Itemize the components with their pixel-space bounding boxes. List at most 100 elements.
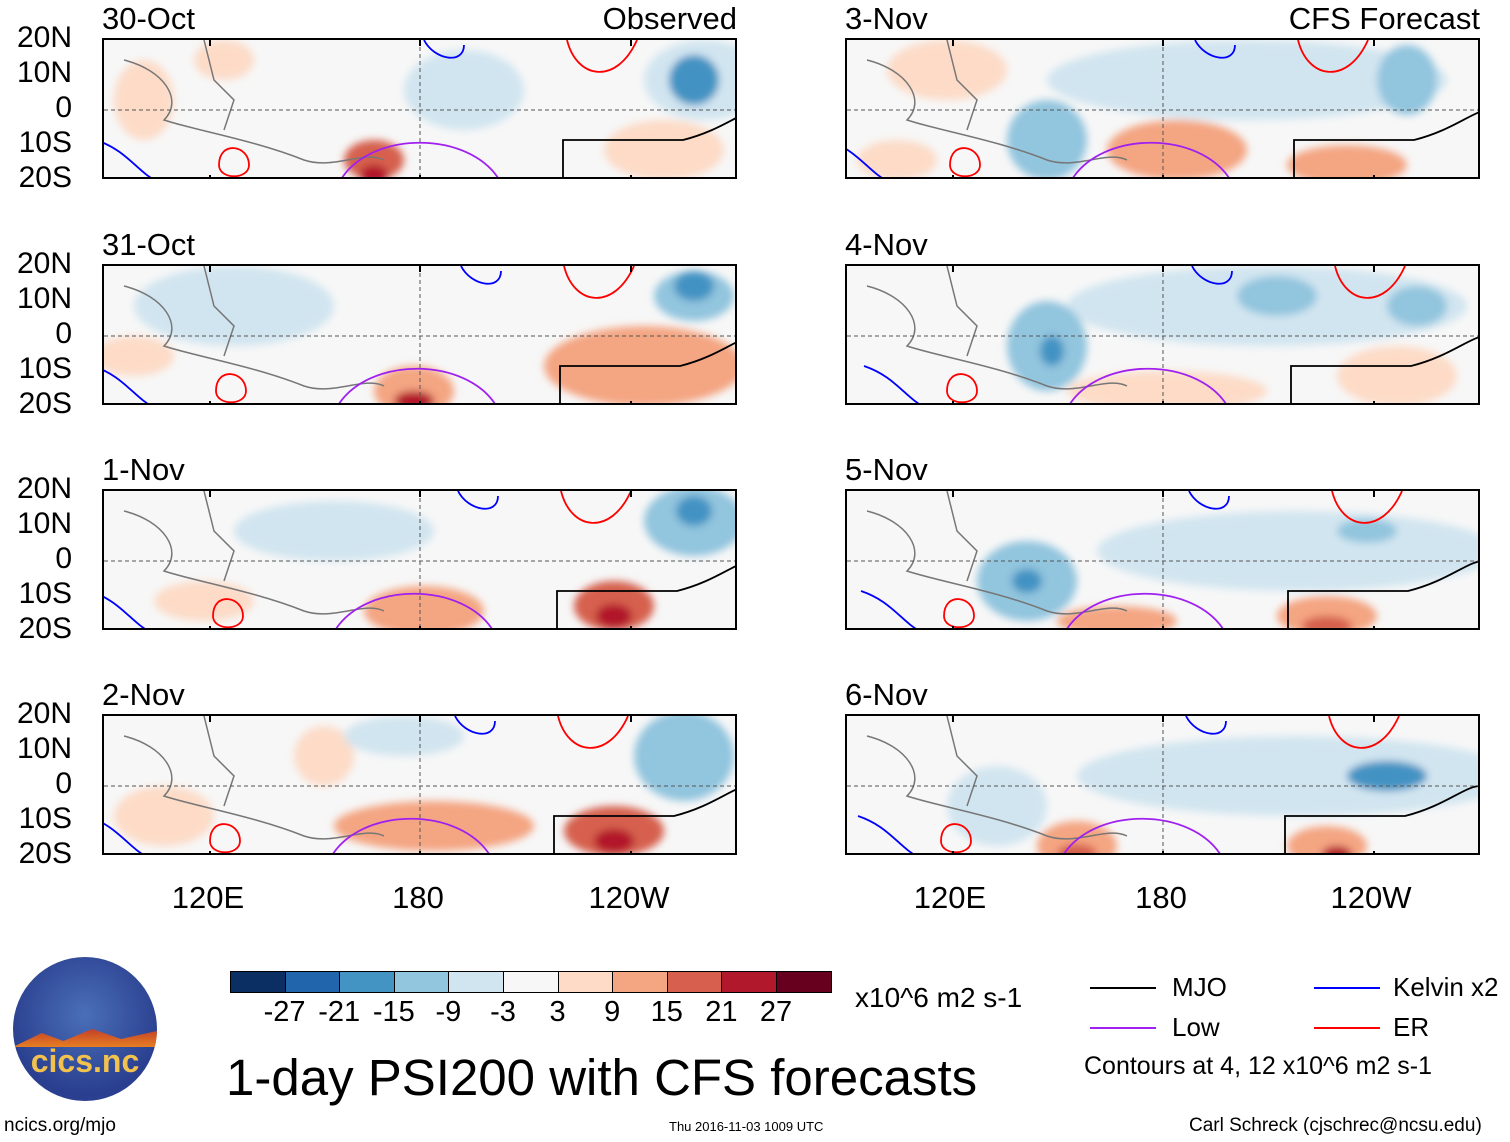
lat-label: 10S: [18, 126, 72, 159]
panel-date: 31-Oct: [102, 227, 196, 262]
footer-timestamp: Thu 2016-11-03 1009 UTC: [669, 1119, 824, 1134]
lat-label: 20S: [18, 612, 72, 645]
contour-line: [1284, 785, 1478, 853]
psi200-field: [847, 266, 1478, 403]
map-panel-2-nov: [102, 714, 737, 855]
contour-line: [457, 491, 499, 510]
psi200-field: [847, 491, 1478, 628]
colorbar-label: -15: [372, 996, 415, 1028]
contour-line: [1194, 40, 1236, 59]
colorbar-units: x10^6 m2 s-1: [855, 982, 1023, 1013]
contour-line: [1185, 716, 1227, 735]
colorbar-swatch: [284, 971, 341, 993]
contour-line: [940, 823, 972, 853]
colorbar-label: -9: [435, 996, 462, 1028]
lon-label: 180: [392, 880, 444, 915]
contour-line: [423, 40, 465, 59]
colorbar-swatch: [612, 971, 668, 993]
contour-line: [1188, 491, 1230, 510]
contour-line: [1334, 266, 1406, 299]
colorbar-label: 15: [650, 996, 683, 1028]
map-panel-5-nov: [845, 489, 1480, 630]
colorbar-label: 21: [705, 996, 738, 1028]
contour-line: [332, 818, 490, 853]
colorbar-swatch: [721, 971, 777, 993]
lat-label: 10N: [16, 507, 72, 540]
contour-line: [218, 147, 250, 177]
contour-line: [566, 40, 638, 73]
colorbar-label: -3: [490, 996, 516, 1028]
panel-date: 6-Nov: [845, 677, 928, 712]
panel-date: 4-Nov: [845, 227, 928, 262]
footer-url: ncics.org/mjo: [4, 1115, 116, 1136]
lon-label: 120W: [1330, 880, 1412, 915]
colorbar-swatch: [776, 971, 832, 993]
colorbar-swatch: [557, 971, 614, 993]
contour-line: [1287, 560, 1478, 628]
colorbar-swatch: [448, 971, 504, 993]
panel-date: 1-Nov: [102, 452, 185, 487]
legend-line-er: [1314, 1027, 1380, 1029]
colorbar-swatch: [230, 971, 286, 993]
contour-line: [560, 491, 632, 524]
contour-line: [559, 341, 735, 403]
colorbar-swatch: [503, 971, 559, 993]
legend-line-mjo: [1090, 987, 1156, 989]
contour-line: [454, 716, 496, 735]
colorbar-label: 9: [604, 996, 621, 1028]
legend-label: Kelvin x2: [1393, 972, 1499, 1002]
psi200-field: [104, 716, 735, 853]
contour-line: [104, 369, 149, 403]
contour-line: [209, 823, 241, 853]
contour-line: [215, 373, 247, 403]
map-panel-4-nov: [845, 264, 1480, 405]
legend-label: Low: [1172, 1012, 1220, 1042]
contour-line: [1072, 142, 1230, 177]
contour-line: [1331, 491, 1403, 524]
panel-date: 30-Oct: [102, 1, 196, 36]
legend-label: ER: [1393, 1012, 1430, 1042]
contour-line: [949, 147, 981, 177]
contour-line: [562, 117, 735, 177]
figure-title: 1-day PSI200 with CFS forecasts: [226, 1049, 978, 1106]
panel-source-tag: CFS Forecast: [1288, 1, 1480, 36]
contour-line: [556, 565, 735, 628]
colorbar-swatch: [666, 971, 723, 993]
lat-label: 10N: [16, 56, 72, 89]
lon-label: 120E: [171, 880, 245, 915]
contour-line: [1328, 716, 1400, 749]
lon-label: 180: [1135, 880, 1187, 915]
legend-label: MJO: [1172, 972, 1227, 1002]
psi200-field: [104, 40, 735, 177]
map-panel-3-nov: [845, 38, 1480, 179]
contour-line: [863, 365, 920, 403]
contour-line: [1290, 336, 1478, 403]
colorbar-label: 27: [759, 996, 793, 1028]
logo-wave: [13, 1029, 157, 1047]
map-panel-30-oct: [102, 38, 737, 179]
panel-date: 2-Nov: [102, 677, 185, 712]
contour-line: [341, 142, 499, 177]
contour-line: [104, 142, 152, 177]
contour-line: [1191, 266, 1233, 285]
colorbar-swatch: [393, 971, 450, 993]
psi200-field: [104, 266, 735, 403]
contour-line: [104, 822, 143, 853]
legend-line-kelvin: [1314, 987, 1380, 989]
lat-label: 10S: [18, 352, 72, 385]
lat-label: 0: [55, 91, 72, 124]
lat-label: 10S: [18, 802, 72, 835]
contour-line: [335, 593, 493, 628]
contour-line: [860, 590, 917, 628]
contour-line: [557, 716, 629, 749]
contour-line: [847, 148, 883, 177]
lat-label: 10N: [16, 732, 72, 765]
colorbar-label: -21: [318, 996, 361, 1028]
map-panel-1-nov: [102, 489, 737, 630]
map-panel-31-oct: [102, 264, 737, 405]
contour-line: [104, 596, 146, 628]
lat-label: 0: [55, 767, 72, 800]
contour-note: Contours at 4, 12 x10^6 m2 s-1: [1084, 1052, 1433, 1080]
lat-label: 20N: [16, 247, 72, 280]
